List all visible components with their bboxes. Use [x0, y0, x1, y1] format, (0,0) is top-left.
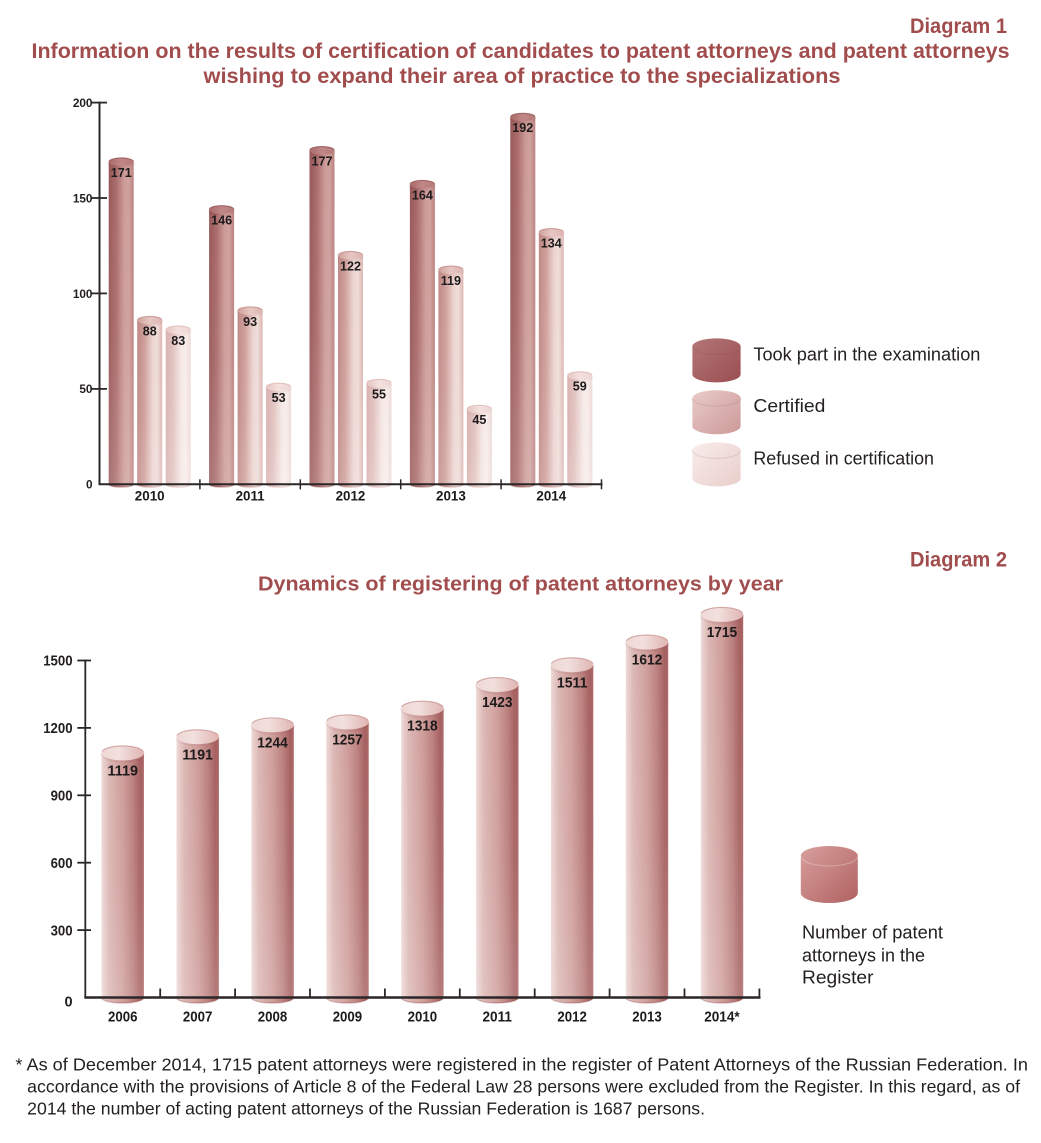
svg-text:2014 the number of acting pate: 2014 the number of acting patent attorne… — [27, 1099, 705, 1119]
svg-text:600: 600 — [51, 856, 73, 872]
svg-text:2011: 2011 — [236, 488, 266, 503]
svg-text:1511: 1511 — [557, 675, 588, 691]
svg-text:93: 93 — [243, 315, 257, 329]
svg-text:55: 55 — [372, 387, 386, 401]
svg-text:164: 164 — [412, 188, 433, 202]
svg-text:attorneys in the: attorneys in the — [802, 944, 925, 965]
svg-text:1191: 1191 — [182, 747, 213, 763]
svg-text:177: 177 — [311, 154, 332, 168]
svg-text:88: 88 — [143, 324, 157, 338]
svg-text:1715: 1715 — [707, 625, 738, 641]
svg-text:wishing to expand their area o: wishing to expand their area of practice… — [202, 65, 840, 88]
svg-text:2012: 2012 — [557, 1009, 587, 1025]
svg-text:Number of patent: Number of patent — [802, 921, 943, 942]
svg-text:192: 192 — [512, 121, 533, 135]
svg-text:2007: 2007 — [183, 1009, 213, 1025]
svg-text:Certified: Certified — [753, 395, 825, 416]
svg-text:2008: 2008 — [258, 1009, 288, 1025]
svg-text:1423: 1423 — [482, 695, 513, 711]
svg-text:45: 45 — [472, 413, 486, 427]
svg-text:2013: 2013 — [632, 1009, 662, 1025]
svg-text:2013: 2013 — [436, 488, 466, 503]
svg-text:1612: 1612 — [632, 653, 663, 669]
svg-text:accordance with the provisions: accordance with the provisions of Articl… — [27, 1077, 1020, 1097]
svg-text:119: 119 — [441, 274, 461, 288]
svg-text:0: 0 — [86, 478, 93, 492]
svg-text:2009: 2009 — [333, 1009, 363, 1025]
svg-text:2012: 2012 — [336, 488, 366, 503]
svg-text:Diagram 1: Diagram 1 — [910, 15, 1007, 38]
svg-text:171: 171 — [111, 166, 132, 180]
svg-text:1257: 1257 — [332, 733, 363, 749]
svg-text:2010: 2010 — [408, 1009, 438, 1025]
svg-text:Information on the results of: Information on the results of certificat… — [32, 40, 1010, 63]
svg-text:122: 122 — [340, 259, 361, 273]
svg-text:59: 59 — [573, 380, 587, 394]
svg-text:2010: 2010 — [135, 488, 165, 503]
svg-text:900: 900 — [51, 789, 73, 805]
svg-text:2006: 2006 — [108, 1009, 138, 1025]
svg-text:2014: 2014 — [536, 488, 566, 503]
svg-text:Register: Register — [802, 966, 874, 987]
svg-text:150: 150 — [73, 191, 93, 205]
svg-text:1119: 1119 — [108, 764, 139, 780]
svg-text:1200: 1200 — [43, 721, 72, 737]
svg-text:1244: 1244 — [257, 735, 288, 751]
svg-text:Diagram 2: Diagram 2 — [910, 549, 1007, 572]
svg-text:300: 300 — [51, 923, 73, 939]
svg-text:200: 200 — [73, 96, 93, 110]
svg-text:50: 50 — [79, 382, 93, 396]
svg-text:100: 100 — [73, 287, 93, 301]
svg-text:83: 83 — [171, 334, 185, 348]
svg-text:Refused in certification: Refused in certification — [753, 447, 934, 468]
svg-text:146: 146 — [211, 214, 232, 228]
svg-text:53: 53 — [272, 391, 286, 405]
svg-text:2011: 2011 — [483, 1009, 513, 1025]
svg-text:134: 134 — [541, 237, 562, 251]
svg-text:1500: 1500 — [43, 654, 72, 670]
svg-text:2014*: 2014* — [704, 1009, 740, 1025]
svg-text:Took part in the examination: Took part in the examination — [753, 343, 980, 364]
svg-text:* As of December 2014, 1715 pa: * As of December 2014, 1715 patent attor… — [15, 1055, 1028, 1075]
svg-text:0: 0 — [65, 995, 73, 1011]
svg-text:1318: 1318 — [407, 719, 438, 735]
svg-text:Dynamics of registering of pat: Dynamics of registering of patent attorn… — [258, 574, 783, 596]
